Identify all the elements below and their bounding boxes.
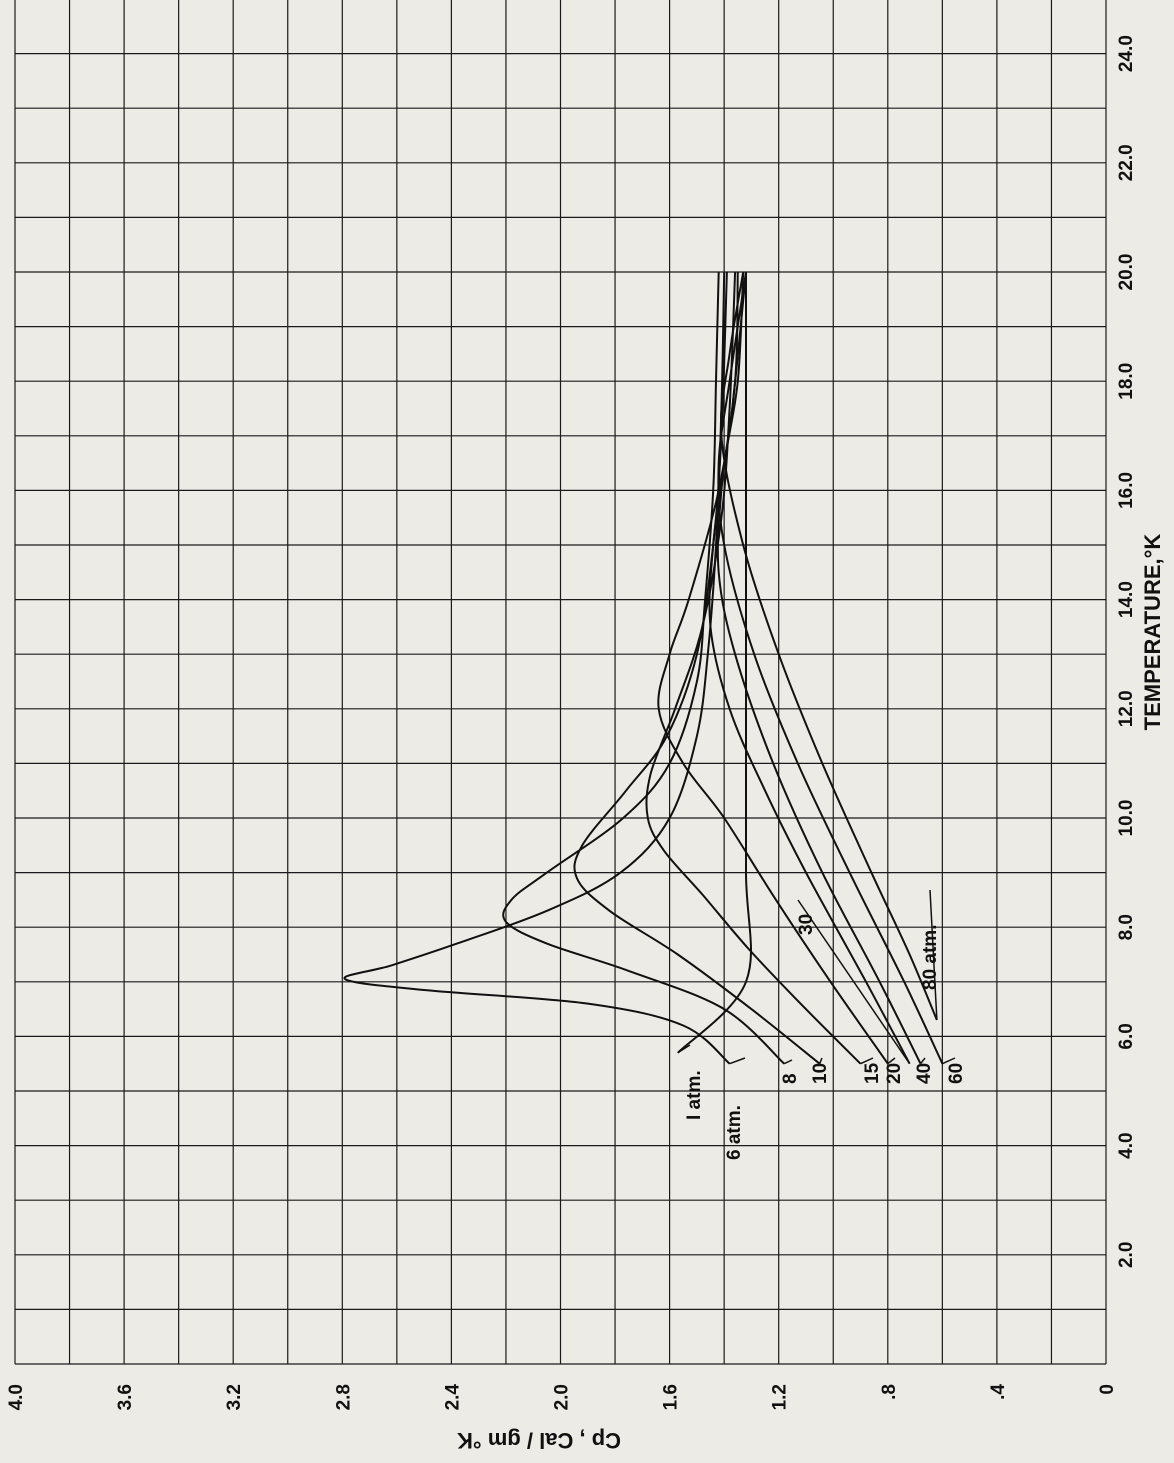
y-tick-label: .4 xyxy=(988,1384,1009,1400)
series-line xyxy=(677,272,752,1054)
x-tick-label: 20.0 xyxy=(1116,254,1137,291)
y-tick-label: 2.4 xyxy=(442,1384,463,1411)
curve-label: 6 atm. xyxy=(724,1105,745,1160)
series-line xyxy=(717,271,944,1065)
y-tick-label: 2.0 xyxy=(552,1384,573,1410)
x-tick-label: 2.0 xyxy=(1116,1242,1137,1268)
label-leader-line xyxy=(729,1057,746,1065)
x-tick-label: 4.0 xyxy=(1116,1132,1137,1158)
curve-label: 30 xyxy=(796,914,817,935)
y-tick-label: 3.6 xyxy=(115,1384,136,1410)
x-tick-label: 6.0 xyxy=(1116,1023,1137,1049)
grid xyxy=(14,0,1107,1365)
label-leader-line xyxy=(929,889,938,1021)
series-line xyxy=(716,271,922,1065)
x-tick-label: 8.0 xyxy=(1116,914,1137,940)
curve-label: 60 xyxy=(946,1063,967,1084)
curves xyxy=(343,271,944,1065)
label-leader-line xyxy=(942,1057,956,1065)
x-axis-title: TEMPERATURE,°K xyxy=(1140,534,1165,731)
label-leader-line xyxy=(783,1059,793,1065)
y-tick-label: .8 xyxy=(879,1384,900,1400)
curve-label: 80 atm. xyxy=(920,925,941,990)
y-tick-label: 4.0 xyxy=(6,1384,27,1410)
x-tick-label: 14.0 xyxy=(1116,581,1137,618)
series-line xyxy=(343,271,731,1065)
label-leader-line xyxy=(677,1044,691,1054)
y-tick-label: 0 xyxy=(1097,1384,1118,1395)
label-leader-line xyxy=(860,1057,874,1065)
x-tick-label: 10.0 xyxy=(1116,800,1137,837)
x-tick-label: 22.0 xyxy=(1116,144,1137,181)
curve-label: 20 xyxy=(884,1063,905,1084)
x-tick-label: 12.0 xyxy=(1116,690,1137,727)
y-axis-title: Cp , Cal / gm °K xyxy=(457,1428,621,1453)
curve-label: 8 xyxy=(780,1073,801,1084)
x-tick-label: 18.0 xyxy=(1116,363,1137,400)
tick-labels: 2.0 4.0 6.0 8.0 10.0 12.0 14.0 16.0 18.0 20.0 22.0… xyxy=(6,35,1137,1410)
series-line xyxy=(708,271,911,1065)
y-tick-label: 1.6 xyxy=(661,1384,682,1410)
curve-label: 15 xyxy=(862,1062,883,1084)
curve-label: 10 xyxy=(810,1063,831,1084)
y-tick-label: 3.2 xyxy=(224,1384,245,1410)
label-leader-line xyxy=(919,1057,926,1065)
curve-label: I atm. xyxy=(684,1070,705,1120)
x-tick-label: 24.0 xyxy=(1116,35,1137,72)
label-leader-line xyxy=(887,1057,896,1065)
y-tick-label: 1.2 xyxy=(770,1384,791,1410)
curve-label: 40 xyxy=(914,1063,935,1084)
series-line xyxy=(719,271,938,1021)
label-leader-line xyxy=(797,899,911,1065)
x-tick-label: 16.0 xyxy=(1116,472,1137,509)
y-tick-label: 2.8 xyxy=(333,1384,354,1410)
curve-labels: I atm. 6 atm. 8 10 15 20 30 40 60 80 atm. xyxy=(677,889,967,1160)
label-leader-line xyxy=(818,1057,823,1064)
series-line xyxy=(502,271,785,1065)
